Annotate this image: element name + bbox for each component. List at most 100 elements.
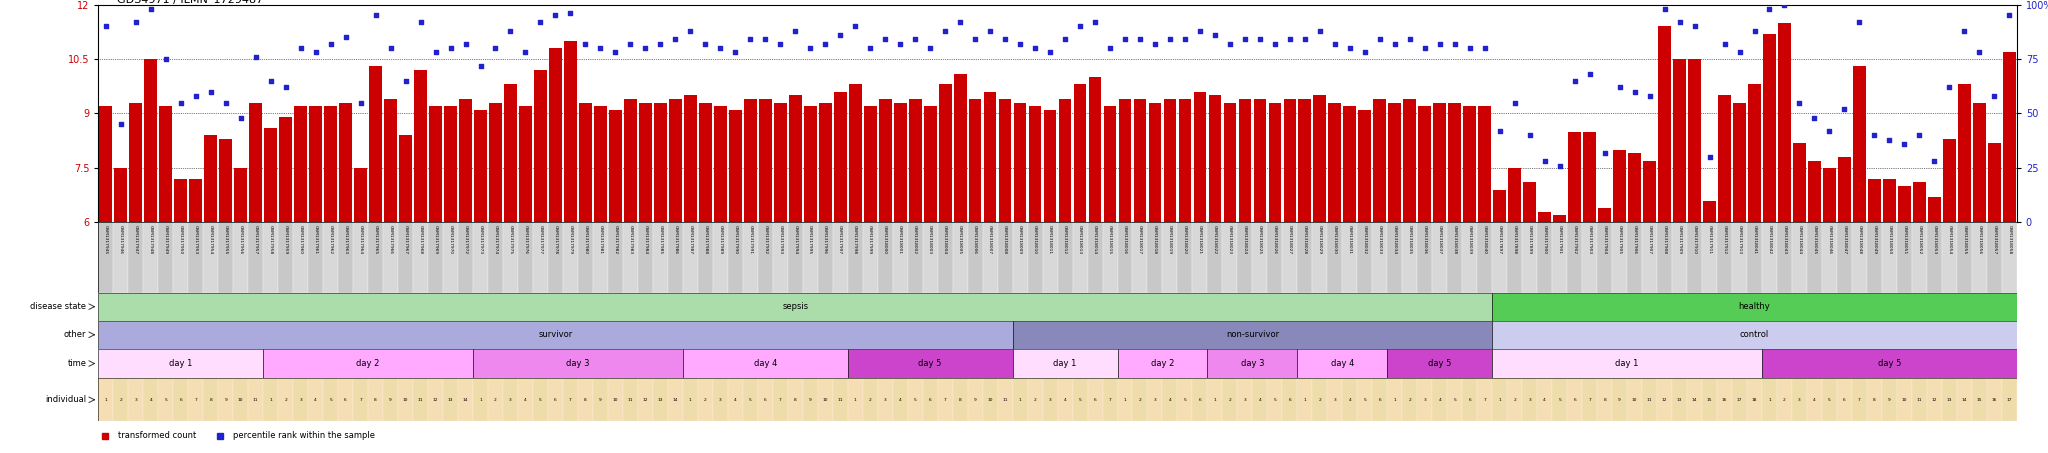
Bar	[563, 378, 578, 421]
Bar	[743, 222, 758, 293]
Text: 5: 5	[330, 398, 332, 402]
Text: 7: 7	[1589, 398, 1591, 402]
Bar	[684, 95, 696, 222]
Bar	[1253, 378, 1268, 421]
Text: 6: 6	[1094, 398, 1096, 402]
Text: GSM1317946: GSM1317946	[119, 225, 123, 254]
Text: GSM1317983: GSM1317983	[629, 225, 633, 254]
Bar	[1135, 99, 1147, 222]
Bar	[1642, 161, 1657, 222]
Bar	[475, 110, 487, 222]
Point	[778, 27, 811, 34]
Text: GSM1318050: GSM1318050	[1888, 225, 1892, 254]
Text: GSM1317974: GSM1317974	[494, 225, 498, 254]
Bar	[594, 378, 608, 421]
Text: 15: 15	[1706, 398, 1712, 402]
Bar	[682, 222, 698, 293]
Text: 11: 11	[418, 398, 424, 402]
Point	[434, 44, 467, 52]
Bar	[444, 106, 457, 222]
Bar	[188, 179, 203, 222]
Text: GSM1317998: GSM1317998	[854, 225, 858, 254]
Bar	[1733, 222, 1747, 293]
Bar	[1671, 222, 1688, 293]
Point	[449, 40, 481, 48]
Text: GSM1317980: GSM1317980	[584, 225, 588, 254]
Bar	[1448, 222, 1462, 293]
Point	[1499, 99, 1532, 106]
Point	[899, 36, 932, 43]
Bar	[625, 99, 637, 222]
Text: GSM1317965: GSM1317965	[373, 225, 377, 254]
Bar	[1823, 168, 1835, 222]
Bar	[293, 378, 307, 421]
Point	[1874, 136, 1907, 143]
Bar	[639, 102, 651, 222]
Bar	[264, 222, 279, 293]
Text: GSM1317900: GSM1317900	[1542, 225, 1546, 254]
Point	[90, 23, 123, 30]
Bar	[1223, 102, 1237, 222]
Text: day 1: day 1	[1053, 359, 1077, 368]
Bar	[893, 102, 907, 222]
Text: 1: 1	[1303, 398, 1307, 402]
Bar	[1358, 110, 1372, 222]
Bar	[1163, 378, 1178, 421]
Text: 4: 4	[313, 398, 317, 402]
Bar	[1493, 222, 1507, 293]
Text: day 2: day 2	[1151, 359, 1174, 368]
Bar	[158, 222, 174, 293]
Text: survivor: survivor	[539, 330, 573, 339]
Text: GSM1318017: GSM1318017	[1139, 225, 1143, 254]
Point	[330, 34, 362, 41]
Point	[764, 40, 797, 48]
Bar	[682, 349, 848, 378]
Text: GSM1317905: GSM1317905	[1618, 225, 1622, 254]
Text: 3: 3	[1153, 398, 1157, 402]
Point	[1513, 132, 1546, 139]
Bar	[1851, 222, 1868, 293]
Bar	[1147, 378, 1163, 421]
Bar	[1028, 222, 1042, 293]
Bar	[250, 102, 262, 222]
Text: 5: 5	[913, 398, 918, 402]
Bar	[145, 59, 158, 222]
Bar	[924, 106, 936, 222]
Bar	[1192, 222, 1208, 293]
Text: 2: 2	[1229, 398, 1231, 402]
Bar	[279, 117, 293, 222]
Text: GSM1318046: GSM1318046	[1827, 225, 1831, 254]
Text: GSM1318031: GSM1318031	[1348, 225, 1352, 254]
Bar	[594, 106, 606, 222]
Bar	[1747, 222, 1761, 293]
Bar	[1012, 222, 1028, 293]
Bar	[997, 378, 1012, 421]
Point	[1260, 40, 1292, 48]
Text: GSM1318039: GSM1318039	[1468, 225, 1473, 254]
Bar	[487, 222, 504, 293]
Bar	[999, 99, 1012, 222]
Text: GSM1318009: GSM1318009	[1018, 225, 1022, 254]
Bar	[848, 222, 862, 293]
Bar	[1538, 212, 1550, 222]
Bar	[594, 222, 608, 293]
Text: 5: 5	[1274, 398, 1276, 402]
Bar	[1733, 378, 1747, 421]
Bar	[459, 378, 473, 421]
Bar	[1298, 99, 1311, 222]
Bar	[1208, 95, 1221, 222]
Bar	[1896, 222, 1913, 293]
Text: GSM1317995: GSM1317995	[809, 225, 813, 254]
Text: 10: 10	[1903, 398, 1907, 402]
Bar	[174, 222, 188, 293]
Bar	[1464, 106, 1477, 222]
Text: GSM1318019: GSM1318019	[1167, 225, 1171, 254]
Text: 3: 3	[1528, 398, 1532, 402]
Text: GSM1318024: GSM1318024	[1243, 225, 1247, 254]
Bar	[1432, 222, 1448, 293]
Bar	[1223, 378, 1237, 421]
Bar	[309, 106, 322, 222]
Text: GSM1317910: GSM1317910	[1692, 225, 1696, 254]
Text: 5: 5	[750, 398, 752, 402]
Bar	[2001, 222, 2017, 293]
